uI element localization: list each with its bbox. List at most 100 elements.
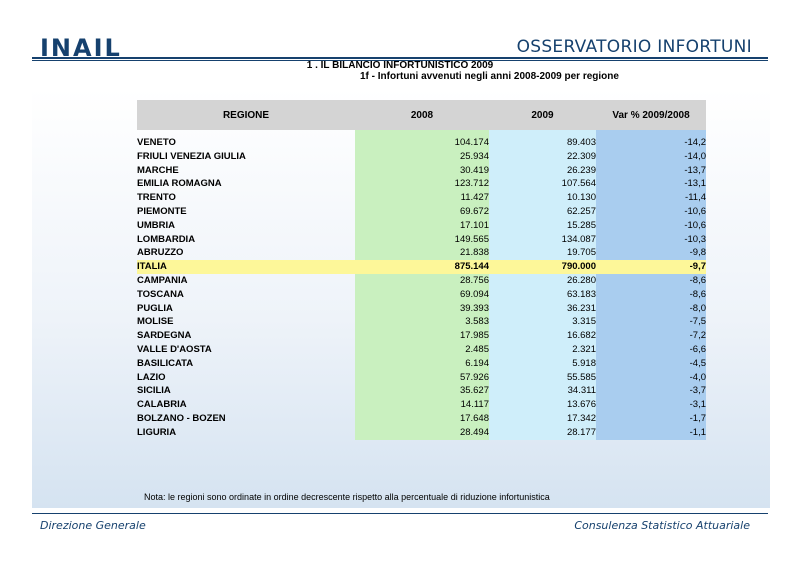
- cell-region: SARDEGNA: [137, 330, 192, 342]
- cell-2008: 3.583: [355, 315, 489, 330]
- cell-region: ITALIA: [137, 260, 355, 274]
- cell-variation: -10,6: [596, 204, 706, 219]
- cell-region: VENETO: [137, 137, 176, 148]
- footer-rule: [32, 513, 768, 514]
- table-row: CAMPANIA 28.756 26.280 -8,6: [137, 273, 706, 288]
- footer-unit: Consulenza Statistico Attuariale: [574, 519, 750, 532]
- cell-2008: 39.393: [355, 301, 489, 316]
- cell-2008: 17.648: [355, 411, 489, 426]
- page-header-title: OSSERVATORIO INFORTUNI: [516, 37, 752, 57]
- table-row: LOMBARDIA 149.565 134.087 -10,3: [137, 232, 706, 247]
- table-row: FRIULI VENEZIA GIULIA 25.934 22.309 -14,0: [137, 149, 706, 164]
- cell-2008: 17.985: [355, 329, 489, 343]
- cell-2009: 2.321: [489, 342, 596, 357]
- cell-region: EMILIA ROMAGNA: [137, 178, 222, 190]
- cell-2009: 28.177: [489, 425, 596, 440]
- cell-variation: -7,5: [596, 315, 706, 330]
- table-row: PUGLIA 39.393 36.231 -8,0: [137, 301, 706, 316]
- cell-2009: 5.918: [489, 356, 596, 371]
- cell-variation: -1,7: [596, 411, 706, 426]
- cell-region: LOMBARDIA: [137, 233, 196, 245]
- cell-variation: -7,2: [596, 329, 706, 343]
- cell-variation: -3,7: [596, 384, 706, 399]
- table-row: TOSCANA 69.094 63.183 -8,6: [137, 287, 706, 302]
- header-rule: [32, 57, 768, 59]
- cell-2008: 21.838: [355, 246, 489, 261]
- cell-2008: 30.419: [355, 163, 489, 178]
- cell-2008: 35.627: [355, 384, 489, 399]
- cell-2008: 69.094: [355, 287, 489, 302]
- table-row: MOLISE 3.583 3.315 -7,5: [137, 315, 706, 330]
- table-row-total: ITALIA 875.144 790.000 -9,7: [137, 260, 706, 274]
- cell-variation: -9,8: [596, 246, 706, 261]
- cell-variation: -10,3: [596, 232, 706, 247]
- cell-variation: -10,6: [596, 218, 706, 233]
- table-row: EMILIA ROMAGNA 123.712 107.564 -13,1: [137, 177, 706, 192]
- header-2009: 2009: [489, 100, 596, 130]
- table-row: SICILIA 35.627 34.311 -3,7: [137, 384, 706, 399]
- cell-2009: 22.309: [489, 149, 596, 164]
- cell-2009: 15.285: [489, 218, 596, 233]
- cell-2008: 2.485: [355, 342, 489, 357]
- cell-variation: -6,6: [596, 342, 706, 357]
- cell-2008: 11.427: [355, 191, 489, 205]
- cell-region: ABRUZZO: [137, 247, 184, 259]
- cell-2008: 28.494: [355, 425, 489, 440]
- cell-2009: 34.311: [489, 384, 596, 399]
- cell-variation: -4,5: [596, 356, 706, 371]
- cell-2008: 57.926: [355, 370, 489, 385]
- cell-region: MARCHE: [137, 164, 179, 176]
- cell-2009: 36.231: [489, 301, 596, 316]
- cell-region: TRENTO: [137, 192, 176, 204]
- header-2008: 2008: [355, 100, 489, 130]
- header-variation: Var % 2009/2008: [596, 100, 706, 130]
- cell-2008: 25.934: [355, 149, 489, 164]
- cell-2009: 790.000: [489, 260, 596, 274]
- cell-variation: -13,7: [596, 163, 706, 178]
- cell-region: BASILICATA: [137, 357, 194, 369]
- table-row: PIEMONTE 69.672 62.257 -10,6: [137, 204, 706, 219]
- cell-variation: -9,7: [596, 260, 706, 274]
- cell-2009: 16.682: [489, 329, 596, 343]
- cell-2009: 17.342: [489, 411, 596, 426]
- cell-2009: 26.280: [489, 273, 596, 288]
- cell-variation: -8,6: [596, 273, 706, 288]
- cell-2009: 13.676: [489, 398, 596, 412]
- cell-region: TOSCANA: [137, 288, 184, 300]
- header-region: REGIONE: [137, 100, 355, 130]
- cell-2008: 149.565: [355, 232, 489, 247]
- section-title: 1 . IL BILANCIO INFORTUNISTICO 2009: [306, 60, 494, 71]
- footer-department: Direzione Generale: [40, 519, 146, 532]
- cell-variation: -14,0: [596, 149, 706, 164]
- cell-2008: 6.194: [355, 356, 489, 371]
- table-row: SARDEGNA 17.985 16.682 -7,2: [137, 329, 706, 343]
- cell-region: BOLZANO - BOZEN: [137, 412, 226, 424]
- footnote: Nota: le regioni sono ordinate in ordine…: [144, 492, 550, 502]
- table-row: LIGURIA 28.494 28.177 -1,1: [137, 425, 706, 440]
- cell-variation: -4,0: [596, 370, 706, 385]
- cell-2009: 89.403: [489, 136, 596, 150]
- cell-variation: -1,1: [596, 425, 706, 440]
- cell-2009: 62.257: [489, 204, 596, 219]
- cell-2009: 3.315: [489, 315, 596, 330]
- table-row: VALLE D'AOSTA 2.485 2.321 -6,6: [137, 342, 706, 357]
- cell-2009: 107.564: [489, 177, 596, 192]
- cell-variation: -3,1: [596, 398, 706, 412]
- cell-region: UMBRIA: [137, 219, 175, 231]
- cell-2008: 28.756: [355, 273, 489, 288]
- cell-2008: 69.672: [355, 204, 489, 219]
- header-rule-thin: [32, 60, 768, 61]
- cell-2008: 17.101: [355, 218, 489, 233]
- table-row: BOLZANO - BOZEN 17.648 17.342 -1,7: [137, 411, 706, 426]
- cell-variation: -8,0: [596, 301, 706, 316]
- table-row: BASILICATA 6.194 5.918 -4,5: [137, 356, 706, 371]
- cell-region: LIGURIA: [137, 426, 177, 438]
- cell-2009: 55.585: [489, 370, 596, 385]
- cell-2009: 63.183: [489, 287, 596, 302]
- table-row: UMBRIA 17.101 15.285 -10,6: [137, 218, 706, 233]
- cell-2008: 14.117: [355, 398, 489, 412]
- cell-region: CAMPANIA: [137, 274, 188, 286]
- table-row: CALABRIA 14.117 13.676 -3,1: [137, 398, 706, 412]
- cell-2008: 123.712: [355, 177, 489, 192]
- cell-region: SICILIA: [137, 385, 171, 397]
